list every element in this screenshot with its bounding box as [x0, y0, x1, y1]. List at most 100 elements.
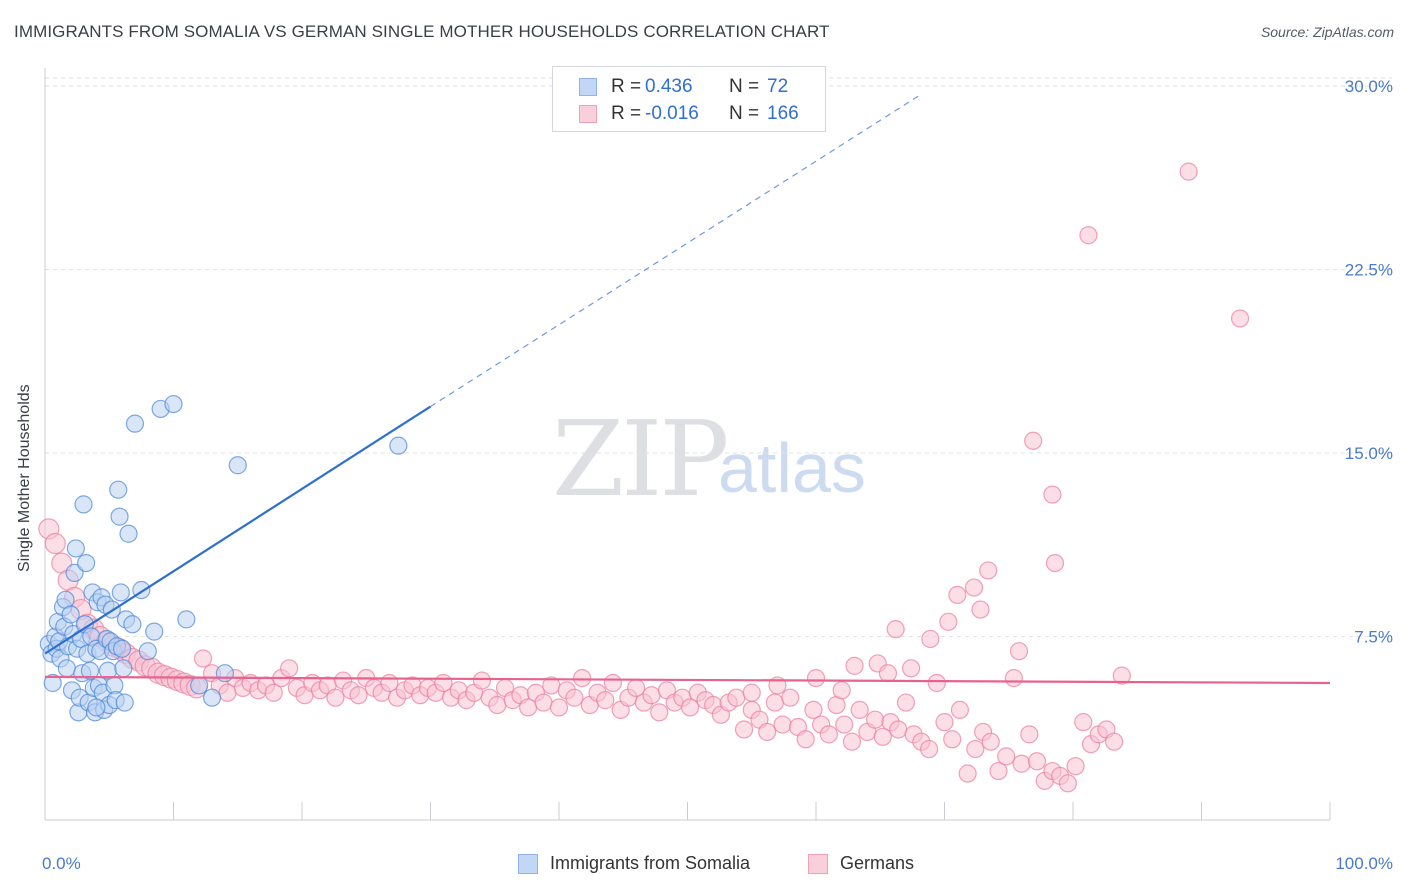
- point-german: [603, 673, 623, 693]
- bottom-legend-swatch-somalia: [518, 854, 538, 874]
- legend-r-label: R =: [611, 76, 642, 97]
- legend-n-label: N =: [729, 76, 760, 97]
- point-german: [943, 730, 962, 749]
- point-somalia: [228, 456, 247, 475]
- point-german: [971, 600, 990, 619]
- point-german: [964, 578, 984, 597]
- point-german: [280, 659, 299, 678]
- point-german: [773, 715, 792, 734]
- point-somalia: [109, 480, 128, 499]
- point-somalia: [164, 394, 183, 414]
- point-german: [1045, 553, 1065, 573]
- point-german: [573, 668, 592, 688]
- point-german: [819, 725, 838, 744]
- legend-swatch-germans: [579, 105, 597, 123]
- point-german: [734, 720, 754, 739]
- point-german: [886, 620, 905, 639]
- point-somalia: [145, 622, 164, 641]
- legend-n-value: 166: [767, 103, 799, 124]
- correlation-legend: R = 0.436 N = 72 R = -0.016 N = 166: [552, 66, 826, 132]
- legend-r-value: -0.016: [645, 103, 699, 124]
- point-german: [1230, 309, 1250, 328]
- point-german: [565, 688, 584, 707]
- point-german: [596, 691, 615, 710]
- point-german: [472, 671, 491, 690]
- point-german: [997, 747, 1016, 766]
- point-german: [1105, 732, 1124, 751]
- point-somalia: [215, 664, 234, 683]
- chart-title: IMMIGRANTS FROM SOMALIA VS GERMAN SINGLE…: [14, 22, 830, 41]
- point-german: [1179, 162, 1198, 181]
- point-german: [966, 739, 985, 759]
- point-german: [1004, 668, 1023, 688]
- point-somalia: [80, 661, 100, 680]
- series-germans: [38, 162, 1250, 793]
- point-german: [534, 693, 553, 712]
- y-tick-label: 7.5%: [1354, 628, 1393, 647]
- point-german: [1009, 642, 1029, 661]
- point-german: [758, 722, 777, 742]
- point-german: [1074, 713, 1093, 732]
- point-german: [488, 695, 507, 715]
- point-german: [326, 688, 345, 707]
- point-german: [44, 532, 66, 555]
- trend-line-germans: [44, 675, 1331, 685]
- point-german: [1012, 754, 1031, 773]
- gridlines: [45, 77, 1392, 637]
- point-german: [680, 698, 700, 717]
- point-german: [873, 727, 892, 746]
- point-german: [804, 700, 823, 720]
- point-german: [193, 649, 213, 668]
- point-somalia: [87, 698, 106, 717]
- point-german: [842, 732, 862, 751]
- point-german: [642, 686, 661, 705]
- point-german: [935, 713, 954, 732]
- point-german: [349, 686, 368, 705]
- legend-r-label: R =: [611, 103, 642, 124]
- point-somalia: [190, 676, 209, 695]
- point-german: [927, 673, 946, 693]
- point-german: [549, 698, 569, 717]
- bottom-legend-germans[interactable]: Germans: [808, 852, 928, 876]
- y-tick-label: 30.0%: [1345, 77, 1393, 96]
- point-somalia: [119, 524, 138, 543]
- point-german: [896, 693, 916, 712]
- point-somalia: [110, 507, 129, 526]
- point-somalia: [65, 563, 84, 582]
- point-somalia: [57, 659, 76, 678]
- watermark-atlas: atlas: [718, 429, 866, 507]
- point-german: [806, 668, 826, 688]
- point-german: [832, 681, 851, 700]
- bottom-legend-label-somalia: Immigrants from Somalia: [550, 853, 751, 873]
- point-german: [1058, 774, 1077, 793]
- point-german: [1112, 666, 1131, 685]
- point-german: [264, 683, 283, 702]
- point-german: [889, 720, 908, 739]
- point-german: [796, 730, 815, 749]
- point-german: [901, 659, 921, 678]
- bottom-legend-somalia[interactable]: Immigrants from Somalia: [518, 852, 778, 876]
- trend-line-somalia: [44, 405, 432, 655]
- axes: [44, 68, 1331, 821]
- point-german: [921, 629, 940, 649]
- source-label: Source: ZipAtlas.com: [1260, 24, 1394, 40]
- y-tick-label: 22.5%: [1345, 261, 1393, 280]
- tick-labels: 7.5% 15.0% 22.5% 30.0% 0.0% 100.0%: [42, 77, 1393, 873]
- point-german: [850, 700, 869, 720]
- point-somalia: [202, 688, 222, 707]
- point-german: [781, 688, 800, 707]
- point-somalia: [111, 583, 130, 602]
- trend-lines: [44, 95, 1331, 685]
- point-somalia: [114, 659, 133, 678]
- point-german: [939, 612, 958, 631]
- point-somalia: [115, 693, 134, 712]
- legend-n-value: 72: [767, 76, 789, 97]
- point-german: [742, 683, 761, 702]
- point-somalia: [77, 553, 96, 573]
- point-german: [1027, 752, 1047, 771]
- point-german: [866, 710, 885, 729]
- bottom-legend-label-germans: Germans: [840, 853, 915, 873]
- point-german: [989, 761, 1008, 781]
- point-somalia: [61, 605, 80, 624]
